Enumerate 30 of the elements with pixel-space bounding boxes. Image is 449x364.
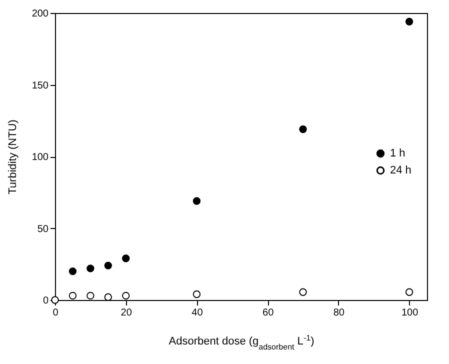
x-tick-label: 40 [192,308,204,318]
y-tick-label: 150 [32,80,49,92]
y-tick-label: 50 [37,224,49,235]
x-tick-label: 60 [262,308,274,318]
point [86,292,94,300]
x-tick-label: 0 [52,308,59,318]
point [405,18,414,26]
y-axis-title: Turbidity (NTU) [6,120,19,194]
point [299,125,307,134]
legend-label: 24 h [390,164,412,176]
y-tick-label: 200 [32,8,49,20]
point [192,290,201,298]
x-tick-label: 20 [120,308,132,318]
point [405,288,414,296]
legend-label: 1 h [390,148,406,160]
point [86,264,94,272]
point [68,292,77,300]
point [68,267,77,276]
point [104,262,112,270]
x-tick-label: 100 [401,308,419,318]
point [122,254,130,262]
point [122,292,130,300]
point [104,293,112,301]
point [299,288,307,296]
y-tick-label: 100 [32,152,49,163]
point [192,197,201,205]
point [51,296,59,304]
y-tick-label: 0 [42,296,49,306]
x-tick-label: 80 [333,308,345,318]
x-axis-title: Adsorbent dose (g$_{adsorbent}$ L$^{-1}$) [168,333,314,351]
